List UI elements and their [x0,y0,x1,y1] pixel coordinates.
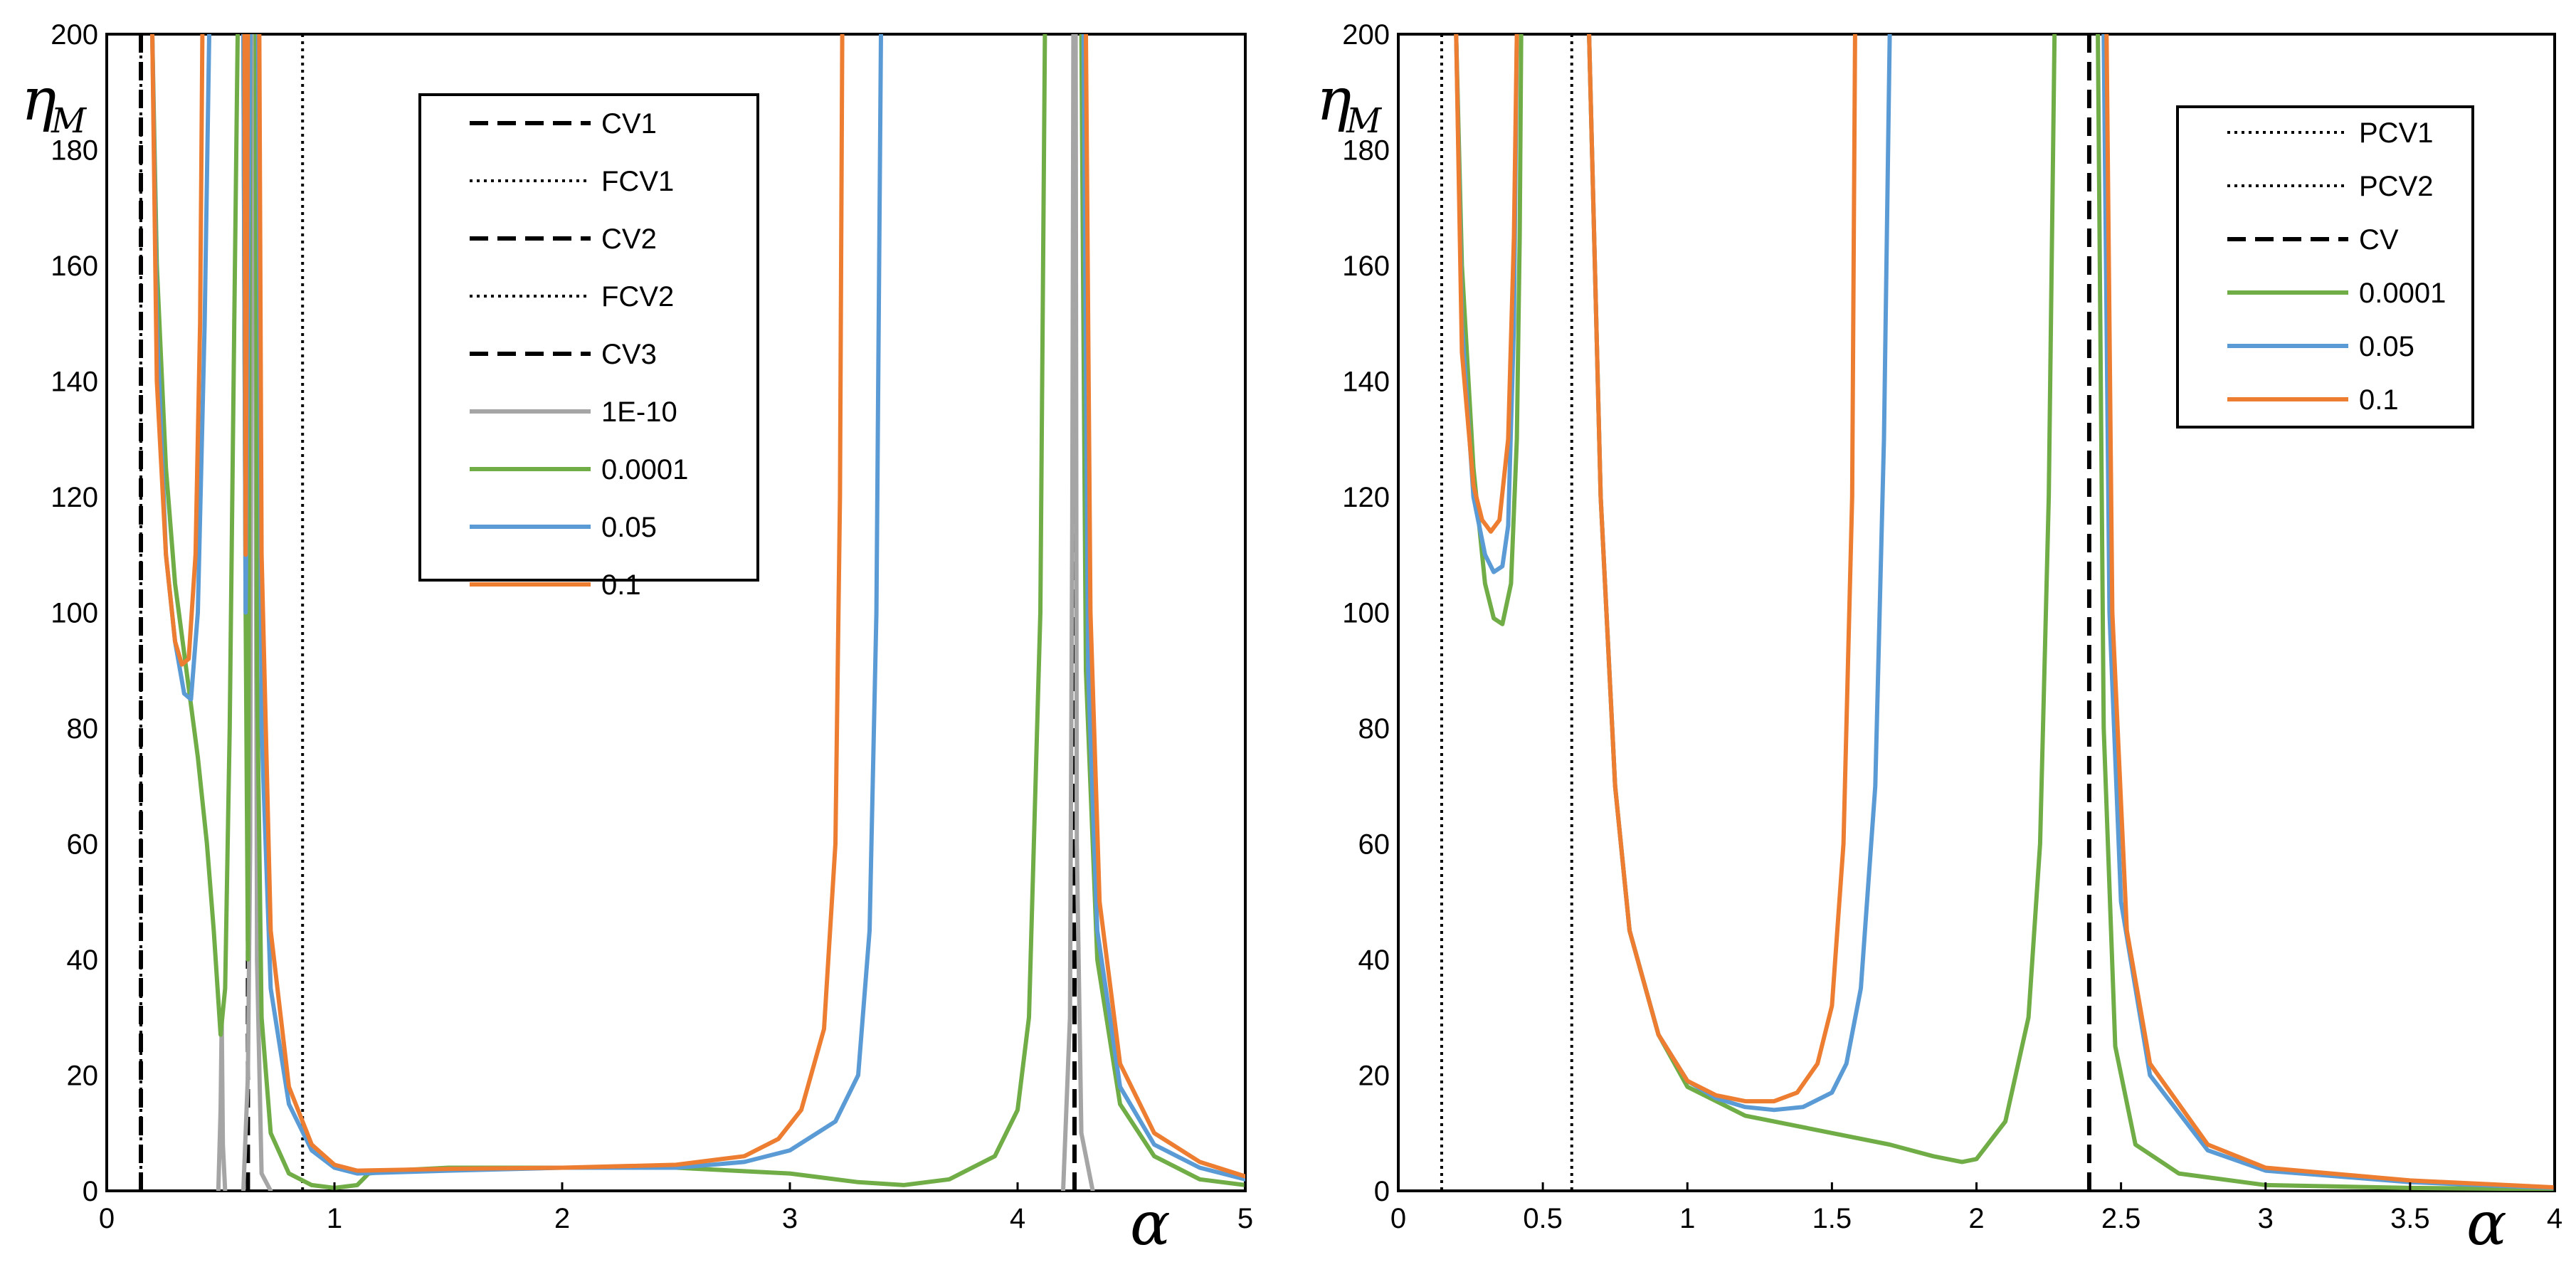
left-x-tick-label: 4 [1010,1203,1025,1234]
right-x-tick-label: 2.5 [2101,1203,2141,1234]
right-y-tick-label: 60 [1358,829,1390,861]
right-series-0-1-segment-0 [1454,34,1519,534]
left-series-1e-10-segment-3 [1061,34,1076,1191]
right-axis-ticks: 0 20 40 60 80 100 120 140 160 180 200 0 0.5 1 1.5 2 2.5 3… [1342,19,2562,1234]
left-y-axis-label-subscript: M [51,101,88,141]
right-legend-label-pcv1: PCV1 [2359,117,2434,149]
right-legend-label-pcv2: PCV2 [2359,171,2434,202]
left-y-tick-label: 200 [51,19,98,51]
right-series-0-1-segment-2 [2104,34,2555,1190]
left-legend: CV1 FCV1 CV2 FCV2 CV3 1E-10 0.0001 0.05 0.1 [418,93,759,601]
left-legend-label-fcv2: FCV2 [601,281,674,312]
left-y-tick-label: 40 [67,945,99,976]
left-y-tick-label: 0 [83,1176,98,1207]
left-y-tick-label: 60 [67,829,99,861]
left-series-0-1-segment-0 [150,34,205,667]
right-x-tick-label: 4 [2547,1203,2562,1234]
right-legend-label-cv: CV [2359,224,2399,256]
left-series-lines [139,34,1245,1191]
right-legend-label-0-05: 0.05 [2359,331,2414,362]
right-y-axis-label: η [1316,66,1351,134]
left-series-0-0001-segment-0 [150,34,240,1037]
left-legend-box [418,93,759,582]
left-legend-label-0-0001: 0.0001 [601,454,688,485]
right-y-tick-label: 20 [1358,1061,1390,1092]
right-legend-label-0-1: 0.1 [2359,384,2399,416]
right-legend-label-0-0001: 0.0001 [2359,278,2446,309]
right-legend-box [2176,105,2474,429]
left-y-tick-label: 140 [51,367,98,398]
right-y-tick-label: 0 [1374,1176,1390,1207]
right-series-0-0001-segment-0 [1454,34,1524,626]
right-y-tick-label: 200 [1342,19,1390,51]
left-legend-label-cv3: CV3 [601,339,657,370]
right-x-tick-label: 0.5 [1523,1203,1563,1234]
left-x-axis-label: α [1130,1189,1171,1258]
right-series-0-1-segment-1 [1587,34,1857,1104]
right-x-tick-label: 3 [2258,1203,2274,1234]
left-legend-label-fcv1: FCV1 [601,166,674,197]
left-series-0-0001-segment-3 [1079,34,1245,1187]
right-y-tick-label: 140 [1342,367,1390,398]
right-x-tick-label: 1 [1679,1203,1695,1234]
left-y-tick-label: 120 [51,482,98,513]
left-legend-label-cv1: CV1 [601,108,657,140]
left-x-tick-label: 3 [782,1203,798,1234]
right-legend: PCV1 PCV2 CV 0.0001 0.05 0.1 [2176,105,2474,429]
left-x-tick-label: 2 [554,1203,570,1234]
left-x-tick-label: 0 [99,1203,115,1234]
right-y-axis-label-subscript: M [1346,101,1383,141]
right-x-tick-label: 3.5 [2390,1203,2430,1234]
left-y-tick-label: 20 [67,1061,99,1092]
right-chart: 0 20 40 60 80 100 120 140 160 180 200 0 0.5 1 1.5 2 2.5 3… [1316,19,2562,1258]
right-y-tick-label: 120 [1342,482,1390,513]
left-legend-label-0-05: 0.05 [601,512,657,543]
right-x-tick-label: 0 [1390,1203,1406,1234]
right-series-lines [1440,34,2555,1191]
right-series-0-0001-segment-2 [2096,34,2555,1191]
left-x-tick-label: 1 [327,1203,342,1234]
left-y-tick-label: 160 [51,251,98,282]
left-y-tick-label: 180 [51,135,98,167]
right-y-tick-label: 80 [1358,713,1390,745]
left-series-0-1-segment-2 [257,34,845,1173]
right-x-tick-label: 2 [1968,1203,1984,1234]
left-legend-label-1e-10: 1E-10 [601,396,677,428]
right-x-axis-label: α [2466,1189,2507,1258]
left-y-tick-label: 100 [51,598,98,629]
left-x-tick-label: 5 [1237,1203,1253,1234]
left-legend-label-0-1: 0.1 [601,569,641,601]
left-series-0-1-segment-3 [1084,34,1245,1179]
right-y-tick-label: 160 [1342,251,1390,282]
left-legend-label-cv2: CV2 [601,224,657,255]
left-axis-ticks: 0 20 40 60 80 100 120 140 160 180 200 0 1 2 3 4 5 [51,19,1253,1234]
left-series-1e-10-segment-4 [1073,34,1095,1191]
left-y-tick-label: 80 [67,713,99,745]
left-series-0-05-segment-3 [1081,34,1245,1182]
left-series-0-1-segment-1 [242,34,250,557]
left-y-axis-label: η [21,66,56,134]
right-y-tick-label: 180 [1342,135,1390,167]
right-y-tick-label: 40 [1358,945,1390,976]
right-x-tick-label: 1.5 [1812,1203,1852,1234]
right-y-tick-label: 100 [1342,598,1390,629]
